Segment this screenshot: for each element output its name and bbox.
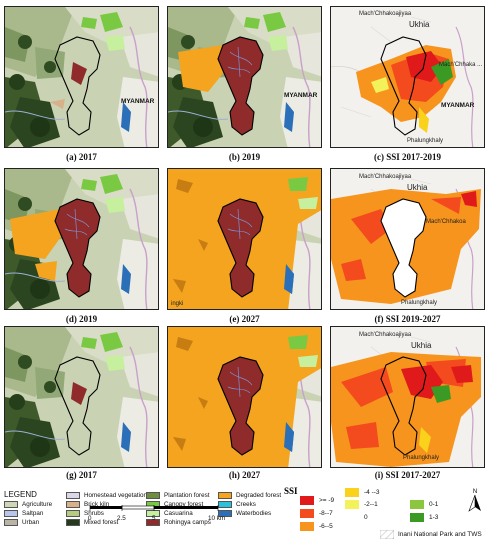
caption-h: (h) 2027 — [228, 470, 261, 480]
caption-a: (a) 2017 — [66, 152, 97, 162]
legend-swatch — [410, 513, 424, 522]
caption-i: (i) SSI 2017-2027 — [374, 470, 441, 480]
ssi-legend-title: SSI — [284, 486, 298, 496]
legend-item: Mixed forest — [66, 518, 118, 527]
legend-item: Creeks — [218, 500, 256, 509]
legend-swatch — [4, 518, 18, 526]
legend-swatch — [345, 500, 359, 509]
map-panel-b: MYANMAR — [167, 6, 322, 148]
legend-item: Casuarina — [146, 509, 193, 518]
legend-swatch — [300, 522, 314, 531]
country-label: MYANMAR — [121, 98, 155, 105]
legend-swatch — [410, 500, 424, 509]
hatch-swatch — [379, 529, 395, 540]
scale-tick: 2.5 — [117, 515, 126, 522]
park-legend-item: Inani National Park and TWS — [379, 529, 482, 540]
scale-tick: 5 — [152, 515, 156, 522]
map-panel-e: ingki — [167, 168, 322, 310]
place-label: Ukhia — [407, 183, 428, 192]
ssi-legend-item: -8--7 — [300, 509, 333, 519]
place-label: ingki — [171, 301, 184, 307]
place-label: Phalungkhaly — [403, 455, 440, 461]
ssi-legend-item: 1-3 — [410, 513, 438, 523]
scale-bar — [89, 505, 219, 511]
ssi-legend-item: >= -9 — [300, 496, 334, 506]
ssi-legend-item: 0 — [345, 513, 368, 523]
legend-item: Brick kiln — [66, 500, 109, 509]
legend-item: Waterbodies — [218, 509, 271, 518]
legend-swatch — [218, 491, 232, 499]
map-panel-f: Mach'Chhakoajiyaa Ukhia Mach'Chhakoa Pha… — [330, 168, 485, 310]
place-label: Phalungkhaly — [407, 138, 444, 144]
map-panel-i: Mach'Chhakoajiyaa Ukhia Phalungkhaly — [330, 326, 485, 468]
place-label: Mach'Chhakoajiyaa — [359, 174, 412, 180]
legend-swatch — [146, 509, 160, 517]
legend-swatch — [66, 491, 80, 499]
legend-swatch — [218, 500, 232, 508]
map-panel-h — [167, 326, 322, 468]
legend-item: Saltpan — [4, 509, 43, 518]
legend-item: Urban — [4, 518, 39, 527]
north-arrow-icon: N — [468, 489, 481, 512]
legend-item: Degraded forest — [218, 491, 281, 500]
legend-swatch — [66, 509, 80, 517]
caption-b: (b) 2019 — [228, 152, 261, 162]
legend-item: Plantation forest — [146, 491, 210, 500]
legend-swatch — [300, 509, 314, 518]
place-label: Ukhia — [411, 341, 432, 350]
place-label: Mach'Chhakoajiyaa — [359, 332, 412, 338]
legend-item: Homestead vegetation — [66, 491, 147, 500]
place-label: Mach'Chhakoajiyaa — [359, 11, 412, 17]
place-label: Mach'Chhaka ... — [439, 62, 483, 68]
country-label: MYANMAR — [284, 92, 318, 99]
ssi-legend-item: -4 --3 — [345, 488, 380, 498]
map-panel-d — [4, 168, 159, 310]
ssi-legend-item: -6--5 — [300, 522, 333, 532]
caption-g: (g) 2017 — [66, 470, 97, 480]
legend-title: LEGEND — [4, 490, 37, 499]
place-label: Mach'Chhakoa — [426, 219, 466, 225]
caption-c: (c) SSI 2017-2019 — [374, 152, 441, 162]
caption-d: (d) 2019 — [65, 314, 98, 324]
legend-item: Rohingya camps — [146, 518, 211, 527]
map-panel-a: MYANMAR — [4, 6, 159, 148]
legend-swatch — [345, 488, 359, 497]
legend-swatch — [4, 500, 18, 508]
north-label: N — [473, 489, 477, 495]
map-panel-c: Mach'Chhakoajiyaa Ukhia Mach'Chhaka ... … — [330, 6, 485, 148]
legend-item: Shrubs — [66, 509, 104, 518]
country-label: MYANMAR — [441, 102, 475, 109]
legend-swatch — [218, 509, 232, 517]
legend-swatch — [66, 500, 80, 508]
legend-item: Agriculture — [4, 500, 52, 509]
legend-swatch — [4, 509, 18, 517]
legend-swatch — [345, 513, 359, 522]
legend-swatch — [146, 518, 160, 526]
scale-tick: 10 km — [208, 515, 226, 522]
ssi-legend-item: 0-1 — [410, 500, 438, 510]
caption-e: (e) 2027 — [229, 314, 260, 324]
ssi-legend-item: -2--1 — [345, 500, 378, 510]
legend-swatch — [66, 518, 80, 526]
caption-f: (f) SSI 2019-2027 — [374, 314, 441, 324]
place-label: Ukhia — [409, 20, 430, 29]
scale-tick: 0 — [88, 515, 92, 522]
legend-swatch — [300, 496, 314, 505]
legend-swatch — [146, 491, 160, 499]
legend: LEGEND Agriculture Saltpan Urban Homeste… — [0, 484, 490, 550]
map-panel-g — [4, 326, 159, 468]
place-label: Phalungkhaly — [401, 300, 438, 306]
